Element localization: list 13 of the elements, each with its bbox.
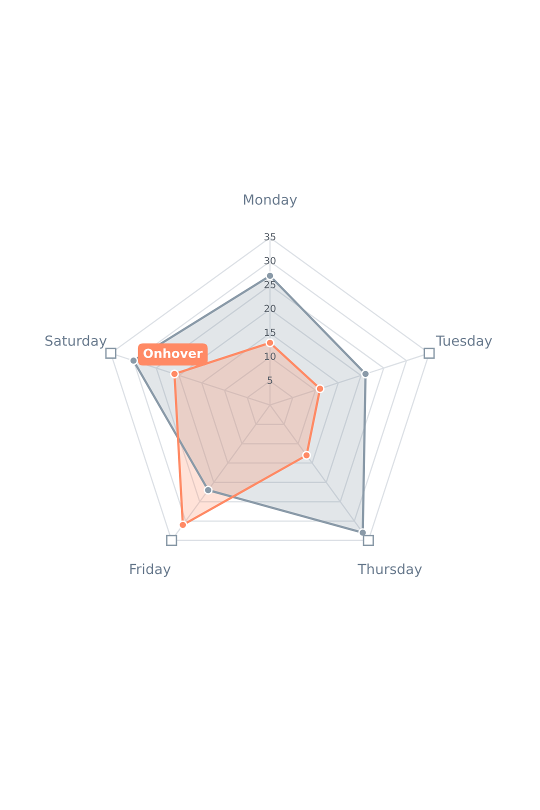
y-tick-label: 10 (264, 352, 276, 360)
y-tick-label: 25 (264, 280, 276, 288)
text: Onhover (144, 348, 203, 358)
y-tick-label: 5 (268, 376, 272, 384)
spoke-label: Monday (244, 194, 297, 208)
y-tick-label: 20 (264, 304, 276, 312)
spoke-label: Tuesday (436, 335, 492, 349)
y-tick-label: 15 (264, 328, 276, 336)
y-tick-label: 30 (264, 256, 276, 264)
spoke-label: Thursday (358, 563, 422, 577)
y-tick-label: 35 (264, 233, 276, 240)
spoke-label: Saturday (45, 335, 107, 349)
spoke-label: Friday (130, 563, 171, 577)
